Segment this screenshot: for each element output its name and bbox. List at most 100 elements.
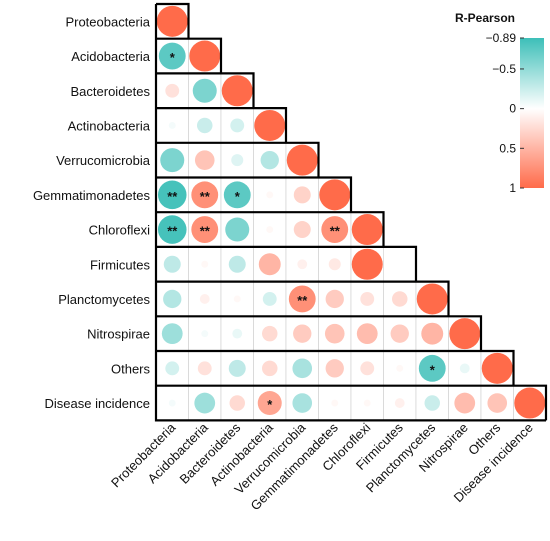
legend-tick-label: −0.5 xyxy=(492,62,516,76)
correlation-dot xyxy=(454,392,476,414)
correlation-dot xyxy=(160,148,185,173)
significance-mark: * xyxy=(170,50,176,65)
correlation-dot xyxy=(163,255,181,273)
row-label: Nitrospirae xyxy=(87,327,150,342)
row-label: Actinobacteria xyxy=(68,118,151,133)
correlation-dot xyxy=(449,318,481,350)
correlation-dot xyxy=(156,5,188,37)
row-label: Disease incidence xyxy=(44,396,150,411)
legend-tick-label: 0.5 xyxy=(499,141,516,155)
correlation-dot xyxy=(221,75,253,107)
correlation-dot xyxy=(286,144,318,176)
correlation-dot xyxy=(262,325,278,342)
color-legend: R-Pearson −0.89 −0.5 0 0.5 1 xyxy=(455,11,544,195)
correlation-dot xyxy=(356,323,378,345)
correlation-dot xyxy=(292,393,313,413)
correlation-dot xyxy=(165,361,180,376)
correlation-dot xyxy=(351,214,383,246)
legend-tick-label: 1 xyxy=(509,181,516,195)
diagonal-outline xyxy=(156,176,353,213)
correlation-dot xyxy=(231,154,244,167)
correlation-dot xyxy=(197,361,212,376)
diagonal-outline xyxy=(156,315,483,351)
row-label: Bacteroidetes xyxy=(71,84,151,99)
correlation-dot xyxy=(165,83,180,98)
correlation-dot xyxy=(418,354,446,382)
row-label: Others xyxy=(111,361,151,376)
correlation-dot xyxy=(157,215,187,244)
correlation-dot xyxy=(292,358,313,379)
diagonal-outline xyxy=(156,245,418,282)
correlation-dot xyxy=(293,221,311,239)
correlation-dot xyxy=(260,150,279,170)
correlation-dot xyxy=(161,323,183,345)
significance-mark: * xyxy=(267,397,273,412)
correlation-dot xyxy=(266,191,274,199)
correlation-dot xyxy=(223,181,251,209)
correlation-dot xyxy=(199,294,210,304)
correlation-dot xyxy=(228,359,246,377)
correlation-dot xyxy=(257,391,282,416)
correlation-dot xyxy=(194,150,215,170)
row-label: Firmicutes xyxy=(90,257,150,272)
correlation-dot xyxy=(163,289,182,309)
diagonal-outline xyxy=(156,384,548,421)
row-label: Verrucomicrobia xyxy=(56,153,151,168)
correlation-dot xyxy=(168,121,176,129)
row-labels: Proteobacteria Acidobacteria Bacteroidetes… xyxy=(33,14,151,411)
correlation-dot xyxy=(360,361,375,376)
correlation-dot xyxy=(392,291,408,307)
correlation-dot xyxy=(319,179,351,211)
correlation-dot xyxy=(262,360,278,377)
correlation-dot xyxy=(481,352,513,384)
correlation-dot xyxy=(254,109,286,141)
correlation-dot xyxy=(293,324,312,343)
correlation-dot xyxy=(288,285,316,313)
correlation-dot xyxy=(201,260,209,268)
correlation-dot xyxy=(390,324,409,343)
correlation-dot xyxy=(328,258,341,271)
legend-colorbar xyxy=(520,38,544,188)
correlation-dot xyxy=(424,395,440,411)
correlation-dot xyxy=(321,216,349,243)
significance-mark: * xyxy=(235,189,241,204)
correlation-dot xyxy=(230,118,245,133)
correlation-dot xyxy=(168,399,176,407)
correlation-dot xyxy=(189,40,221,72)
correlation-dot xyxy=(421,322,444,345)
legend-tick-label: 0 xyxy=(509,102,516,116)
correlation-dot xyxy=(266,226,274,234)
correlation-dot xyxy=(201,330,209,338)
correlation-dot xyxy=(225,217,250,242)
correlation-dot xyxy=(325,359,344,378)
correlation-dot xyxy=(158,42,186,70)
diagonal-outline xyxy=(156,72,255,109)
diagonal-outline xyxy=(156,349,515,386)
column-labels: ProteobacteriaAcidobacteriaBacteroidetes… xyxy=(108,419,536,513)
correlation-dot xyxy=(325,289,344,309)
diagonal-outline xyxy=(156,2,190,39)
correlation-dot xyxy=(331,399,339,407)
correlation-dot xyxy=(297,259,308,270)
significance-mark: ** xyxy=(200,224,211,239)
diagonal-outline xyxy=(156,280,450,317)
row-label: Proteobacteria xyxy=(65,14,150,29)
significance-mark: * xyxy=(430,362,436,377)
grid-border xyxy=(154,4,546,422)
legend-tick-label: −0.89 xyxy=(486,31,517,45)
correlation-dot xyxy=(192,78,217,103)
correlation-dot xyxy=(360,292,375,306)
correlation-dot xyxy=(396,364,404,372)
correlation-dot xyxy=(157,180,187,210)
correlation-dot xyxy=(394,398,405,408)
row-label: Planctomycetes xyxy=(58,292,150,307)
correlation-dot xyxy=(229,395,245,411)
correlation-dot xyxy=(324,323,345,344)
significance-mark: ** xyxy=(297,293,308,308)
significance-mark: ** xyxy=(167,224,178,239)
significance-mark: ** xyxy=(200,189,211,204)
correlation-dot xyxy=(363,399,371,407)
diagonal-outline xyxy=(156,37,223,74)
significance-mark: ** xyxy=(167,189,178,204)
